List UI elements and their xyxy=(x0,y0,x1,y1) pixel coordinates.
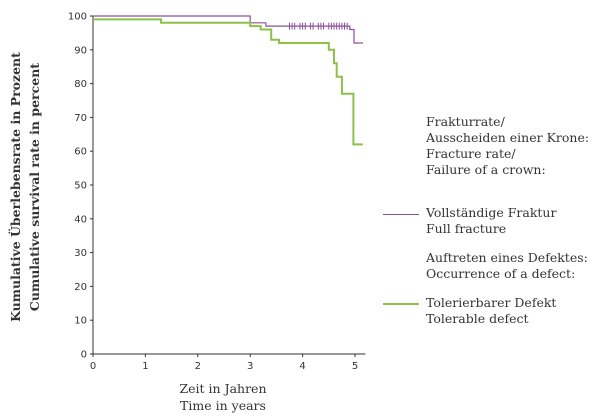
legend-header-2: Auftreten eines Defektes: Occurrence of … xyxy=(426,250,588,282)
legend-item-1-line-1: Vollständige Fraktur xyxy=(426,205,557,220)
legend-item-1-line-2: Full fracture xyxy=(426,221,507,236)
legend-header-1-line-3: Fracture rate/ xyxy=(426,146,516,161)
y-tick-label: 90 xyxy=(74,45,87,56)
legend-header-1-line-1: Frakturrate/ xyxy=(426,114,505,129)
x-tick-label: 0 xyxy=(90,361,96,372)
y-tick-label: 60 xyxy=(74,147,87,158)
legend-item-2-line-1: Tolerierbarer Defekt xyxy=(426,295,557,310)
legend-item-tolerable-defect: Tolerierbarer Defekt Tolerable defect xyxy=(426,295,556,327)
series-line-1 xyxy=(93,15,363,44)
series-line-2 xyxy=(93,18,363,146)
y-tick-label: 20 xyxy=(74,282,87,293)
y-tick-label: 0 xyxy=(81,350,87,361)
x-tick-label: 1 xyxy=(142,361,148,372)
y-tick-label: 40 xyxy=(74,214,87,225)
legend-swatch-full-fracture xyxy=(383,214,419,215)
legend-item-2-line-2: Tolerable defect xyxy=(426,311,529,326)
y-axis-label-line-1: Kumulative Überlebensrate in Prozent xyxy=(7,52,23,322)
y-axis-label: Kumulative Überlebensrate in Prozent Cum… xyxy=(7,52,42,322)
legend-header-2-line-1: Auftreten eines Defektes: xyxy=(426,250,588,265)
x-tick-label: 3 xyxy=(247,361,253,372)
x-tick-label: 4 xyxy=(299,361,305,372)
legend-header-1-line-2: Ausscheiden einer Krone: xyxy=(426,130,590,145)
legend-header-1: Frakturrate/ Ausscheiden einer Krone: Fr… xyxy=(426,114,589,178)
legend-swatch-tolerable-defect xyxy=(383,303,419,305)
y-tick-label: 50 xyxy=(74,181,87,192)
x-axis-label-line-1: Zeit in Jahren xyxy=(179,381,266,396)
legend-header-2-line-2: Occurrence of a defect: xyxy=(426,266,576,281)
x-tick-label: 2 xyxy=(195,361,201,372)
legend-header-1-line-4: Failure of a crown: xyxy=(426,162,546,177)
legend-item-full-fracture: Vollständige Fraktur Full fracture xyxy=(426,205,556,237)
x-tick-label: 5 xyxy=(352,361,358,372)
chart-series xyxy=(93,15,363,146)
y-tick-label: 30 xyxy=(74,248,87,259)
y-tick-label: 70 xyxy=(74,113,87,124)
y-tick-label: 100 xyxy=(68,12,87,23)
x-axis-label-line-2: Time in years xyxy=(180,398,266,413)
y-axis-label-line-2: Cumulative survival rate in percent xyxy=(27,63,42,311)
chart-axes: 0 10 20 30 40 50 60 70 80 90 100 0 1 2 3 4 5 xyxy=(68,12,366,372)
y-tick-label: 80 xyxy=(74,79,87,90)
y-tick-label: 10 xyxy=(74,316,87,327)
x-axis-label: Zeit in Jahren Time in years xyxy=(179,381,266,413)
